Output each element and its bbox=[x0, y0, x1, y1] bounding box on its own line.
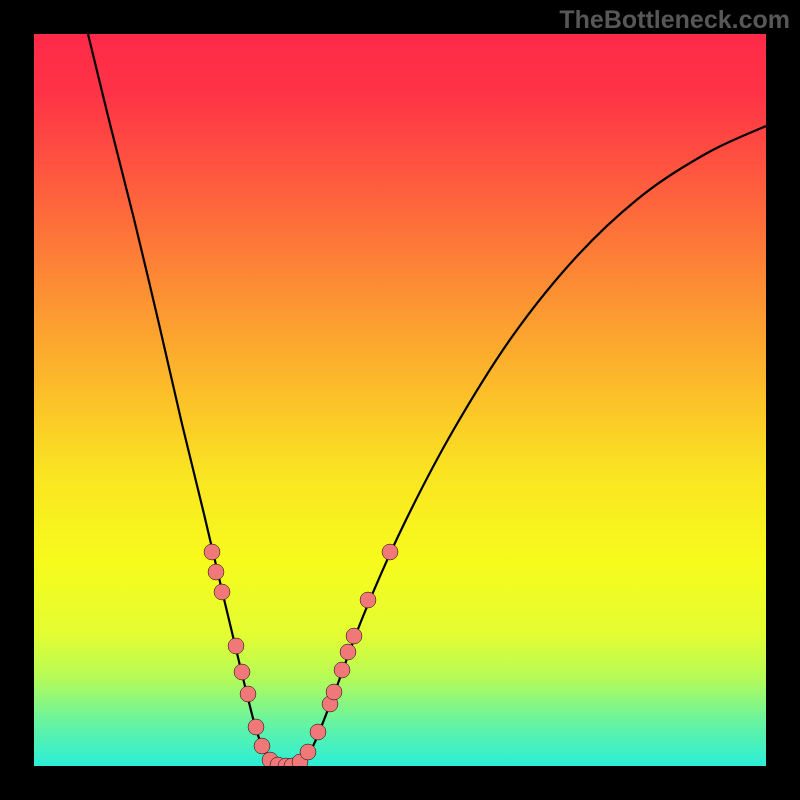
data-marker bbox=[326, 684, 342, 700]
data-marker bbox=[234, 664, 250, 680]
data-marker bbox=[248, 719, 264, 735]
data-marker bbox=[208, 564, 224, 580]
data-marker bbox=[346, 628, 362, 644]
plot-svg bbox=[34, 34, 766, 766]
data-marker bbox=[382, 544, 398, 560]
data-marker bbox=[334, 662, 350, 678]
data-marker bbox=[228, 638, 244, 654]
data-marker bbox=[300, 744, 316, 760]
outer-frame: TheBottleneck.com bbox=[0, 0, 800, 800]
data-marker bbox=[360, 592, 376, 608]
data-marker bbox=[240, 686, 256, 702]
data-marker bbox=[204, 544, 220, 560]
plot-area bbox=[34, 34, 766, 766]
data-marker bbox=[310, 724, 326, 740]
data-marker bbox=[340, 644, 356, 660]
gradient-background bbox=[34, 34, 766, 766]
data-marker bbox=[254, 738, 270, 754]
data-marker bbox=[214, 584, 230, 600]
watermark-text: TheBottleneck.com bbox=[559, 6, 790, 35]
